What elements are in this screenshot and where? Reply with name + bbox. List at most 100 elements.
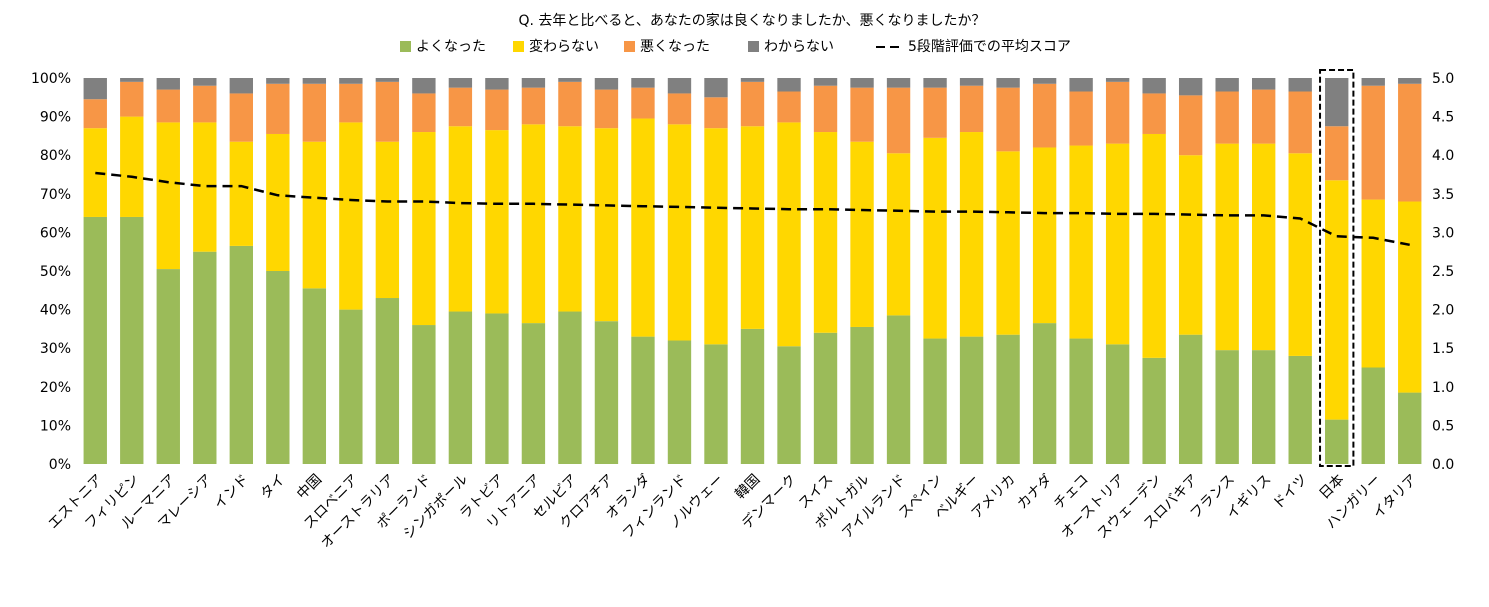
bar-stack (813, 78, 838, 464)
bar-segment (777, 122, 801, 347)
y-right-tick-label: 4.5 (1432, 110, 1454, 126)
bar-group (83, 78, 1422, 464)
bar-segment (193, 122, 217, 252)
bar-segment (558, 78, 582, 82)
bar-stack (959, 78, 984, 464)
bar-segment (1325, 419, 1349, 464)
bar-segment (229, 245, 253, 464)
bar-segment (1252, 89, 1276, 144)
bar-segment (1398, 83, 1422, 202)
legend-item: わからない (748, 39, 834, 55)
legend-swatch (624, 41, 635, 52)
bar-segment (886, 315, 911, 464)
bar-stack (1142, 78, 1166, 464)
bar-stack (1069, 78, 1093, 464)
bar-segment (448, 87, 473, 127)
bar-segment (667, 340, 692, 464)
bar-segment (1069, 145, 1093, 339)
bar-segment (1142, 133, 1166, 358)
bar-segment (594, 78, 619, 90)
legend-label: 5段階評価での平均スコア (908, 39, 1071, 55)
bar-segment (777, 91, 801, 123)
bar-stack (1105, 78, 1130, 464)
bar-segment (631, 78, 655, 88)
bar-segment (959, 132, 984, 337)
legend-label: 悪くなった (640, 39, 710, 55)
bar-segment (594, 321, 619, 464)
bar-segment (850, 78, 874, 88)
bar-segment (631, 87, 655, 119)
bar-stack (558, 78, 582, 464)
bar-segment (1069, 338, 1093, 464)
bar-segment (375, 78, 400, 82)
x-tick-label: 韓国 (732, 472, 763, 503)
y-right-tick-label: 3.5 (1432, 187, 1454, 203)
bar-segment (1325, 78, 1349, 127)
bar-segment (448, 78, 473, 88)
bar-segment (631, 336, 655, 464)
bar-segment (302, 141, 327, 289)
bar-segment (667, 93, 692, 125)
bar-segment (667, 78, 692, 94)
x-tick-label: 日本 (1316, 472, 1347, 503)
bar-segment (996, 78, 1020, 88)
bar-segment (412, 132, 436, 326)
bar-segment (83, 99, 107, 129)
bar-segment (1361, 78, 1385, 86)
bar-segment (704, 344, 728, 464)
legend-item: 5段階評価での平均スコア (876, 39, 1071, 55)
bar-segment (850, 326, 874, 464)
bar-segment (1361, 199, 1385, 368)
bar-segment (923, 78, 947, 88)
bar-segment (120, 216, 144, 464)
bar-segment (156, 78, 180, 90)
bar-stack (266, 78, 290, 464)
bar-stack (156, 78, 180, 464)
bar-stack (1398, 78, 1422, 464)
bar-segment (740, 81, 765, 127)
bar-segment (485, 89, 509, 131)
bar-segment (193, 85, 217, 123)
bar-segment (1105, 78, 1130, 82)
bar-segment (1032, 83, 1057, 148)
bar-segment (1325, 180, 1349, 420)
bar-segment (1178, 155, 1203, 335)
bar-segment (594, 89, 619, 129)
bar-segment (1142, 357, 1166, 464)
bar-segment (959, 78, 984, 86)
highlight-group (1319, 69, 1355, 467)
bar-segment (485, 78, 509, 90)
bar-segment (120, 81, 144, 117)
bar-segment (813, 78, 838, 86)
bar-segment (594, 128, 619, 322)
bar-stack (339, 78, 363, 464)
legend-item: 変わらない (513, 38, 599, 55)
bar-segment (1361, 367, 1385, 464)
y-right-tick-label: 1.5 (1432, 341, 1454, 357)
bar-segment (1178, 78, 1203, 96)
bar-segment (704, 78, 728, 98)
y-right-tick-label: 3.0 (1432, 225, 1454, 241)
highlight-frame (1319, 69, 1355, 467)
bar-segment (923, 338, 947, 464)
bar-segment (448, 126, 473, 312)
bar-stack (302, 78, 327, 464)
legend-item: 悪くなった (624, 39, 710, 55)
bar-segment (1142, 93, 1166, 134)
bar-segment (850, 87, 874, 142)
bar-stack (193, 78, 217, 464)
bar-segment (339, 78, 363, 84)
legend-swatch (748, 41, 759, 52)
bar-segment (1178, 95, 1203, 156)
bar-stack (740, 78, 765, 464)
bar-segment (302, 288, 327, 464)
bar-segment (229, 141, 253, 246)
bar-segment (1069, 78, 1093, 92)
bar-segment (375, 298, 400, 464)
bar-segment (485, 130, 509, 314)
y-left-tick-label: 60% (40, 225, 71, 241)
bar-segment (412, 325, 436, 464)
bar-stack (412, 78, 436, 464)
